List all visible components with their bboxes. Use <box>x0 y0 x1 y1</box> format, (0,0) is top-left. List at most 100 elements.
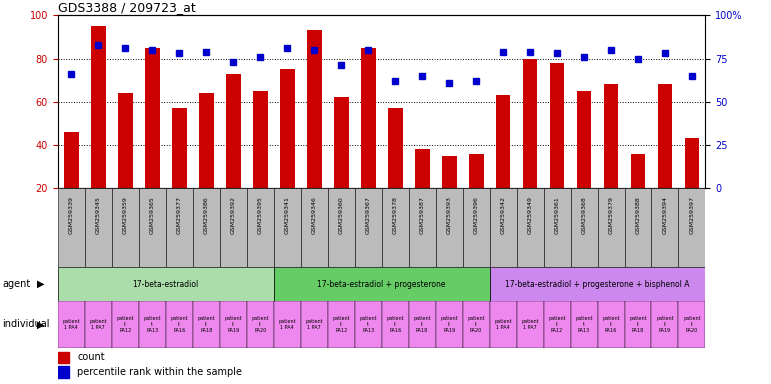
Text: patient
t
PA20: patient t PA20 <box>467 316 485 333</box>
Text: GSM259342: GSM259342 <box>500 196 506 234</box>
Bar <box>307 30 322 188</box>
Text: count: count <box>77 353 105 362</box>
Bar <box>598 188 625 267</box>
Text: patient
t
PA20: patient t PA20 <box>251 316 269 333</box>
Bar <box>382 188 409 267</box>
Bar <box>490 301 517 348</box>
Text: patient
t
PA19: patient t PA19 <box>656 316 674 333</box>
Text: GSM259392: GSM259392 <box>231 196 236 234</box>
Text: patient
t
PA12: patient t PA12 <box>548 316 566 333</box>
Text: GSM259367: GSM259367 <box>365 196 371 234</box>
Text: patient
t
PA13: patient t PA13 <box>359 316 377 333</box>
Bar <box>550 63 564 188</box>
Bar <box>199 93 214 188</box>
Text: patient
t
PA19: patient t PA19 <box>224 316 242 333</box>
Text: patient
t
PA20: patient t PA20 <box>683 316 701 333</box>
Bar <box>463 301 490 348</box>
Bar <box>571 188 598 267</box>
Bar <box>328 188 355 267</box>
Text: 17-beta-estradiol + progesterone: 17-beta-estradiol + progesterone <box>318 280 446 289</box>
Text: GSM259361: GSM259361 <box>554 196 560 234</box>
Text: individual: individual <box>2 319 50 329</box>
Bar <box>463 188 490 267</box>
Text: GSM259345: GSM259345 <box>96 196 101 234</box>
Bar <box>280 70 295 188</box>
Bar <box>625 301 651 348</box>
Text: percentile rank within the sample: percentile rank within the sample <box>77 367 242 377</box>
Text: patient
t
PA16: patient t PA16 <box>386 316 404 333</box>
Text: GSM259339: GSM259339 <box>69 196 74 234</box>
Bar <box>490 188 517 267</box>
Bar <box>544 301 571 348</box>
Text: patient
t
PA16: patient t PA16 <box>602 316 620 333</box>
Bar <box>436 188 463 267</box>
Bar <box>355 301 382 348</box>
Bar <box>490 267 705 301</box>
Text: patient
1 PA4: patient 1 PA4 <box>278 319 296 330</box>
Bar <box>226 74 241 188</box>
Bar <box>334 98 348 188</box>
Bar <box>631 154 645 188</box>
Bar <box>166 301 193 348</box>
Bar <box>58 188 85 267</box>
Text: GSM259377: GSM259377 <box>177 196 182 234</box>
Text: GSM259359: GSM259359 <box>123 196 128 234</box>
Text: 17-beta-estradiol: 17-beta-estradiol <box>133 280 199 289</box>
Bar <box>274 188 301 267</box>
Text: patient
t
PA13: patient t PA13 <box>143 316 161 333</box>
Bar <box>220 188 247 267</box>
Text: GSM259396: GSM259396 <box>473 196 479 234</box>
Bar <box>220 301 247 348</box>
Bar <box>625 188 651 267</box>
Bar <box>166 188 193 267</box>
Bar <box>409 301 436 348</box>
Bar <box>118 93 133 188</box>
Text: GSM259379: GSM259379 <box>608 196 614 234</box>
Bar <box>685 139 699 188</box>
Bar <box>604 84 618 188</box>
Text: 17-beta-estradiol + progesterone + bisphenol A: 17-beta-estradiol + progesterone + bisph… <box>505 280 690 289</box>
Bar <box>85 188 112 267</box>
Bar <box>651 301 678 348</box>
Text: patient
t
PA13: patient t PA13 <box>575 316 593 333</box>
Text: GSM259387: GSM259387 <box>419 196 425 234</box>
Text: GSM259346: GSM259346 <box>311 196 317 234</box>
Text: patient
t
PA19: patient t PA19 <box>440 316 458 333</box>
Bar <box>91 26 106 188</box>
Bar <box>388 108 402 188</box>
Text: patient
1 PA7: patient 1 PA7 <box>89 319 107 330</box>
Bar <box>193 188 220 267</box>
Text: GSM259368: GSM259368 <box>581 196 587 234</box>
Text: GSM259393: GSM259393 <box>446 196 452 234</box>
Bar <box>469 154 483 188</box>
Bar <box>247 188 274 267</box>
Text: ▶: ▶ <box>37 319 45 329</box>
Bar <box>301 301 328 348</box>
Bar <box>678 301 705 348</box>
Text: GSM259394: GSM259394 <box>662 196 668 234</box>
Bar <box>409 188 436 267</box>
Bar <box>658 84 672 188</box>
Text: GDS3388 / 209723_at: GDS3388 / 209723_at <box>58 1 196 14</box>
Bar <box>678 188 705 267</box>
Bar <box>301 188 328 267</box>
Text: ▶: ▶ <box>37 279 45 289</box>
Text: GSM259388: GSM259388 <box>635 196 641 234</box>
Bar <box>85 301 112 348</box>
Text: patient
t
PA18: patient t PA18 <box>629 316 647 333</box>
Text: GSM259365: GSM259365 <box>150 196 155 234</box>
Bar <box>274 267 490 301</box>
Bar <box>496 95 510 188</box>
Bar <box>523 59 537 188</box>
Text: GSM259360: GSM259360 <box>338 196 344 234</box>
Text: agent: agent <box>2 279 31 289</box>
Text: GSM259341: GSM259341 <box>284 196 290 234</box>
Bar <box>517 301 544 348</box>
Text: GSM259349: GSM259349 <box>527 196 533 234</box>
Bar <box>517 188 544 267</box>
Text: patient
1 PA7: patient 1 PA7 <box>521 319 539 330</box>
Bar <box>328 301 355 348</box>
Bar <box>577 91 591 188</box>
Bar <box>172 108 187 188</box>
Bar <box>58 267 274 301</box>
